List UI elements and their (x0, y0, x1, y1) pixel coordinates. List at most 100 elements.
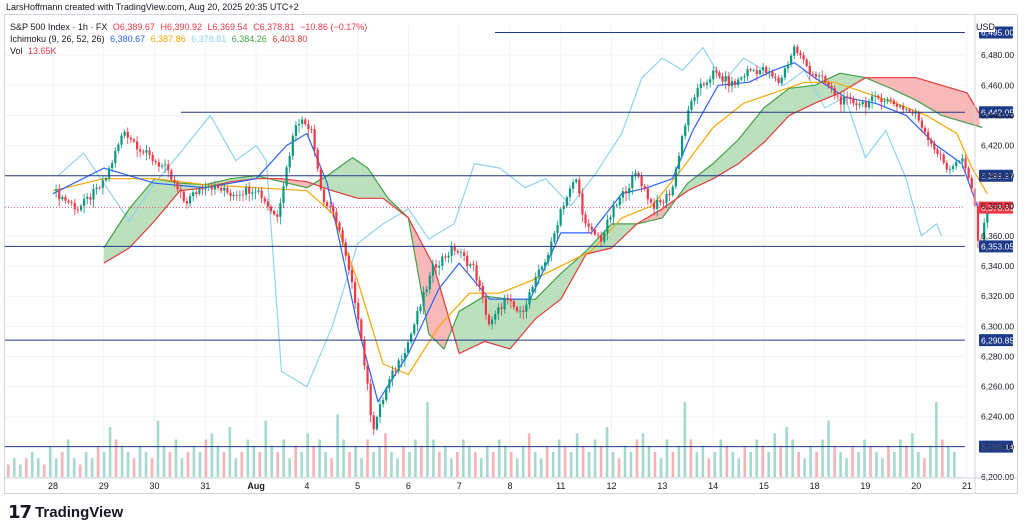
candle (892, 100, 895, 105)
candle (241, 194, 245, 196)
candle (543, 262, 547, 267)
cloud-bearish (271, 178, 315, 188)
cloud-bullish (677, 73, 866, 198)
candle (606, 219, 609, 233)
candle (652, 202, 656, 209)
volume-bar (366, 439, 369, 477)
kijun-value: 6,387.86 (150, 34, 186, 44)
volume-bar (935, 402, 938, 477)
candle (849, 96, 852, 99)
volume-bar (869, 445, 872, 477)
candle (254, 191, 257, 193)
candle (547, 254, 550, 263)
candle (793, 46, 796, 56)
candle (659, 200, 662, 203)
candle (244, 187, 248, 195)
candle (618, 197, 621, 205)
y-tick-label: 6,340.00 (981, 261, 1014, 271)
volume-bar (623, 445, 627, 477)
candle (970, 177, 973, 189)
candle (522, 310, 525, 312)
volume-bar (252, 445, 256, 477)
candle (846, 96, 849, 98)
volume-bar (527, 433, 531, 477)
candle (279, 202, 282, 217)
candle (64, 196, 67, 201)
currency-label[interactable]: USD (976, 22, 996, 32)
legend-price: S&P 500 Index · 1h · FX O6,389.67 H6,390… (10, 22, 370, 32)
y-tick-label: 6,360.00 (981, 231, 1014, 241)
candle (646, 188, 649, 200)
candle (148, 150, 151, 155)
candle (335, 211, 338, 223)
volume-bar (426, 402, 429, 477)
candle (525, 304, 528, 312)
candle (808, 65, 811, 74)
cloud-bearish (411, 222, 455, 349)
volume-bar (521, 445, 525, 477)
candle (366, 365, 369, 384)
brand[interactable]: 17 TradingView (8, 502, 123, 523)
volume-bar (557, 439, 561, 477)
candle (640, 176, 643, 187)
candle (920, 120, 924, 128)
candle (207, 186, 210, 188)
volume-bar (653, 452, 657, 477)
volume-bar (372, 452, 375, 477)
candle (727, 76, 730, 87)
candle (923, 127, 927, 133)
symbol-label[interactable]: S&P 500 Index · 1h · FX (10, 22, 108, 32)
price-chart[interactable]: 6,495.00 6,442.05 6,399.97 6,353.05 6,290.85… (5, 15, 1017, 493)
candle (665, 193, 668, 203)
volume-bar (605, 427, 609, 477)
candle (550, 241, 553, 255)
candle (771, 71, 774, 77)
volume-bar (360, 458, 363, 477)
candle (587, 223, 590, 227)
volume-bar (30, 452, 34, 477)
volume-bar (192, 445, 196, 477)
volume-bar (186, 452, 190, 477)
ichimoku-label[interactable]: Ichimoku (9, 26, 52, 26) (10, 34, 105, 44)
candle (213, 184, 217, 190)
candle (628, 187, 631, 194)
candle (86, 196, 89, 199)
candle (226, 187, 229, 193)
candle (874, 95, 877, 97)
candle (955, 161, 958, 167)
candle (61, 196, 64, 200)
cloud-bullish (103, 175, 272, 264)
candle (179, 189, 182, 192)
y-tick-label: 6,200.00 (981, 472, 1014, 482)
volume-bar (887, 445, 890, 477)
candle (758, 70, 762, 75)
candle (79, 205, 83, 211)
candle (830, 85, 833, 88)
candle (705, 82, 709, 85)
candle (877, 95, 880, 99)
level-tag (979, 334, 1013, 347)
chart-frame: 6,495.00 6,442.05 6,399.97 6,353.05 6,290.85… (4, 14, 1018, 494)
volume-bar (611, 452, 615, 477)
volume-bar (300, 452, 303, 477)
candle (216, 184, 220, 189)
candle (185, 201, 189, 204)
volume-bar (803, 458, 806, 477)
candle (157, 162, 160, 167)
span-b-value: 6,403.80 (272, 34, 308, 44)
volume-bar (282, 439, 286, 477)
candle (291, 135, 294, 157)
candle (790, 55, 793, 65)
volume-bar (324, 452, 327, 477)
volume-label[interactable]: Vol (10, 46, 23, 56)
volume-bar (941, 439, 944, 477)
candle (494, 314, 497, 320)
candle (164, 164, 167, 166)
candle (322, 189, 326, 203)
candle (864, 101, 867, 108)
high-value: H6,390.92 (160, 22, 203, 32)
candle (749, 69, 752, 71)
candle (67, 200, 70, 203)
candle (126, 131, 129, 138)
candle (447, 255, 450, 258)
